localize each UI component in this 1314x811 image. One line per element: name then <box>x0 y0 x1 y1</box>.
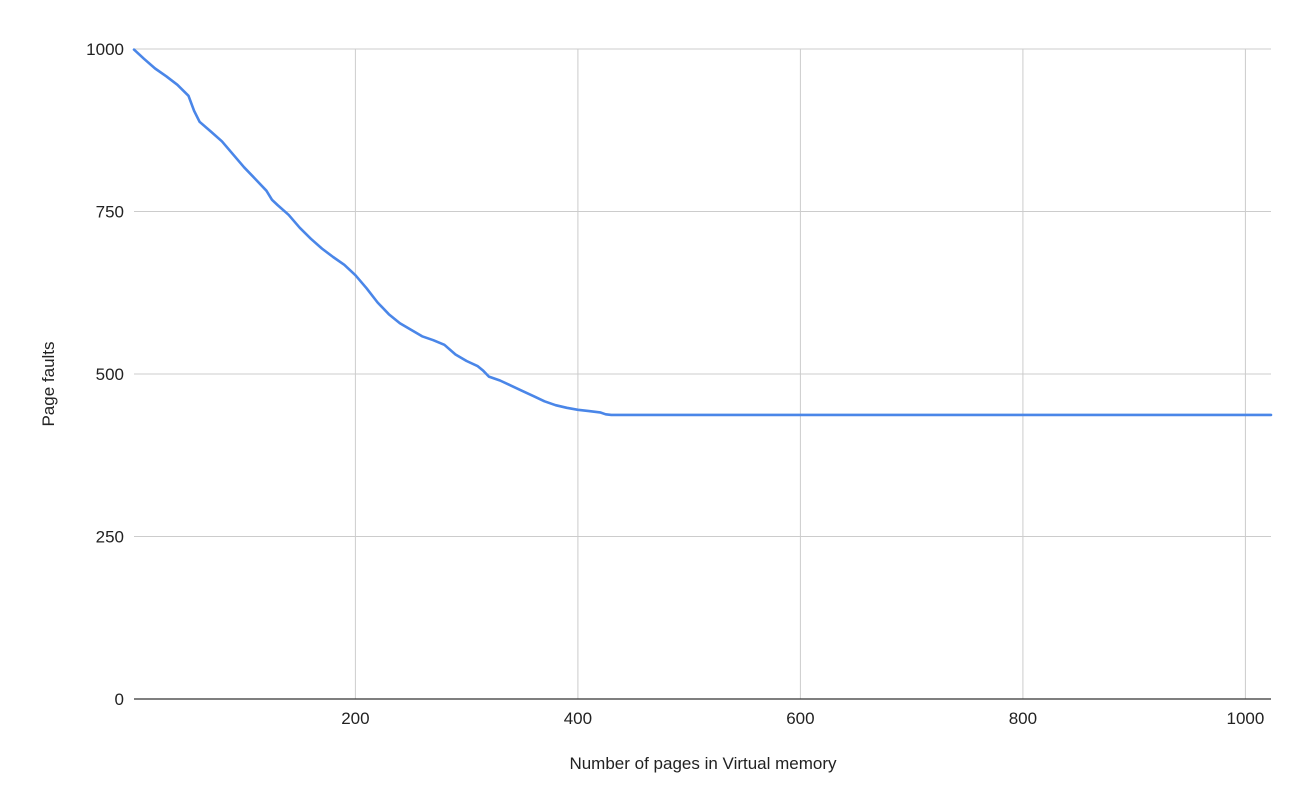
x-tick-label: 600 <box>786 709 814 728</box>
x-tick-label: 400 <box>564 709 592 728</box>
y-tick-label: 0 <box>115 690 124 709</box>
y-tick-label: 1000 <box>86 40 124 59</box>
x-tick-label: 800 <box>1009 709 1037 728</box>
series-layer <box>132 48 1273 417</box>
y-tick-label: 750 <box>96 203 124 222</box>
x-axis-title: Number of pages in Virtual memory <box>569 754 837 773</box>
y-tick-label: 500 <box>96 365 124 384</box>
series-line <box>132 48 1273 417</box>
x-tick-label: 200 <box>341 709 369 728</box>
grid-lines <box>134 48 1271 699</box>
tick-labels: 0 250 500 750 1000 200 400 600 800 1000 <box>86 40 1264 728</box>
y-axis-title: Page faults <box>39 341 58 426</box>
x-tick-label: 1000 <box>1226 709 1264 728</box>
y-tick-label: 250 <box>96 528 124 547</box>
